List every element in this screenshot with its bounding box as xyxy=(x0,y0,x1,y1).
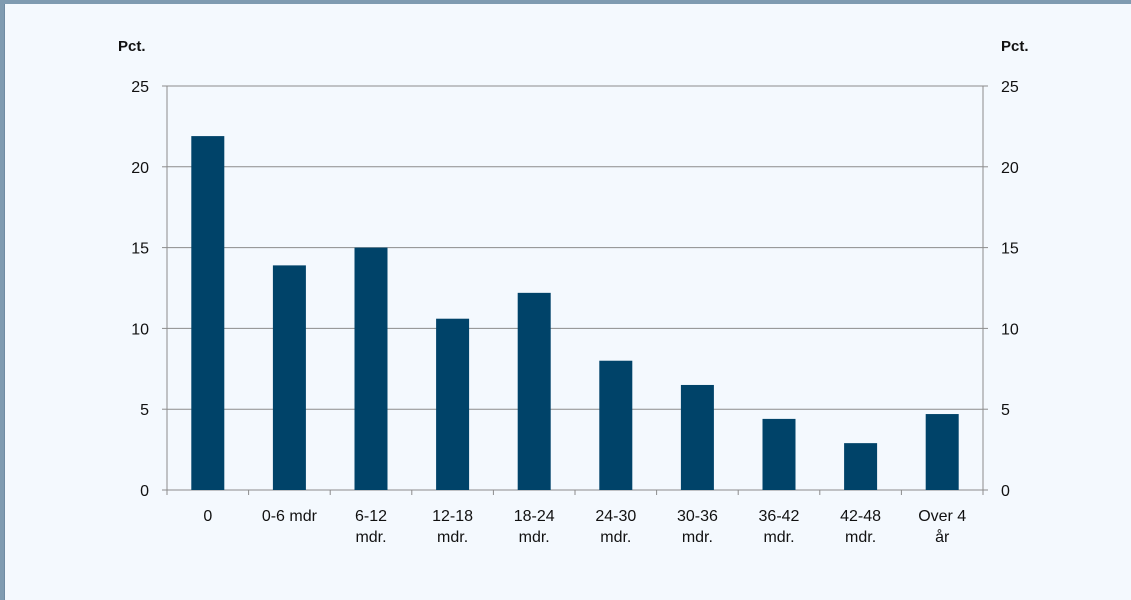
bar xyxy=(354,247,388,490)
bar xyxy=(762,418,796,490)
right-y-tick-label: 5 xyxy=(1001,402,1010,419)
right-y-tick-label: 0 xyxy=(1001,483,1010,500)
bar-chart: 0 0 5 5 10 10 15 15 20 20 25 25 0 0-6 mdr 6-12 mdr. 12-1… xyxy=(131,79,1019,546)
x-category-label: 0 xyxy=(203,508,212,525)
chart-panel: Pct. Pct. 0 0 5 5 10 10 15 15 20 20 25 25 0 0-6 mdr 6-… xyxy=(4,4,1131,600)
bar xyxy=(925,414,959,490)
x-category-label: mdr. xyxy=(763,529,794,546)
left-y-tick-label: 25 xyxy=(131,79,149,96)
x-category-label: 30-36 xyxy=(677,508,718,525)
x-category-label: mdr. xyxy=(437,529,468,546)
right-y-tick-label: 25 xyxy=(1001,79,1019,96)
bar xyxy=(599,360,633,490)
x-category-label: mdr. xyxy=(355,529,386,546)
right-y-tick-label: 15 xyxy=(1001,241,1019,258)
right-axis-unit-label: Pct. xyxy=(1001,38,1029,55)
x-category-label: 0-6 mdr xyxy=(262,508,318,525)
bar xyxy=(517,292,551,490)
x-category-label: år xyxy=(935,528,950,546)
bar xyxy=(680,384,714,490)
left-y-tick-label: 5 xyxy=(140,402,149,419)
bar xyxy=(844,443,878,490)
bar xyxy=(436,318,470,490)
left-y-tick-label: 20 xyxy=(131,160,149,177)
x-category-label: mdr. xyxy=(519,529,550,546)
x-category-label: mdr. xyxy=(600,529,631,546)
x-category-label: 36-42 xyxy=(759,508,800,525)
x-category-label: 42-48 xyxy=(840,508,881,525)
x-category-label: 18-24 xyxy=(514,508,555,525)
left-y-tick-label: 10 xyxy=(131,321,149,338)
x-category-label: 12-18 xyxy=(432,508,473,525)
left-y-tick-label: 0 xyxy=(140,483,149,500)
bar xyxy=(272,265,306,490)
x-category-label: 24-30 xyxy=(595,508,636,525)
bar xyxy=(191,136,225,490)
right-y-tick-label: 10 xyxy=(1001,321,1019,338)
left-y-tick-label: 15 xyxy=(131,241,149,258)
x-category-label: mdr. xyxy=(845,529,876,546)
x-category-label: Over 4 xyxy=(918,508,966,525)
left-axis-unit-label: Pct. xyxy=(118,38,146,55)
right-y-tick-label: 20 xyxy=(1001,160,1019,177)
x-category-label: mdr. xyxy=(682,529,713,546)
x-category-label: 6-12 xyxy=(355,508,387,525)
